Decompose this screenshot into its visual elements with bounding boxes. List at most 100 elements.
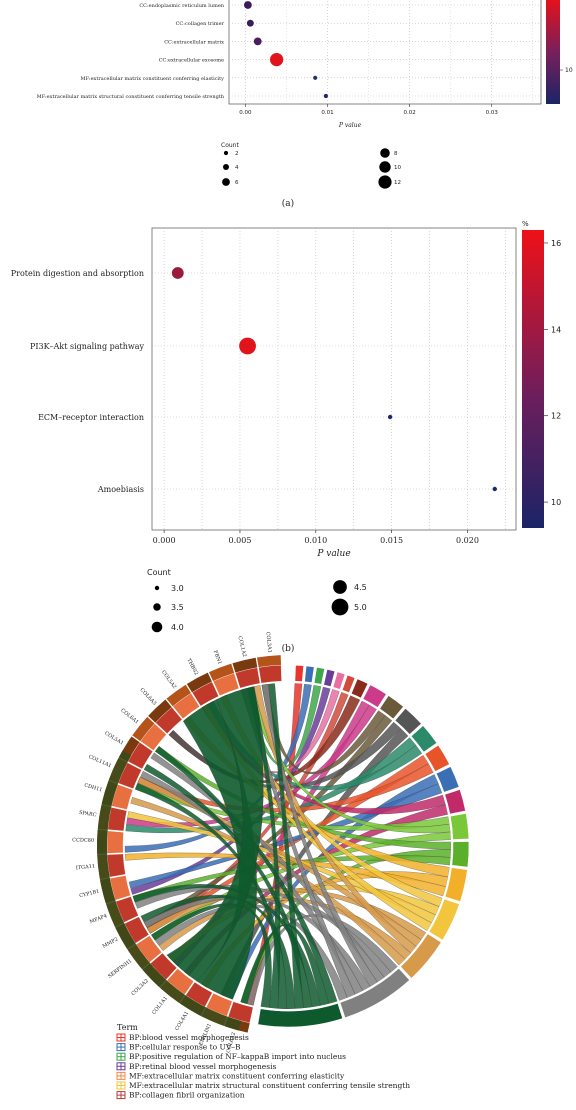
panel-a-x-tick-label: 0.03 (486, 110, 499, 116)
panel-a-x-tick-label: 0.00 (239, 110, 252, 116)
gene-label: COL5A2 (160, 669, 177, 690)
gene-ring-segment (135, 935, 163, 963)
term-legend-label: BP:positive regulation of NF–kappaB impo… (129, 1052, 346, 1061)
panel-b-plot-area (151, 227, 517, 531)
panel-b-colorbar-ticks: 16 14 12 10 (544, 239, 561, 507)
panel-a-point (253, 37, 262, 46)
panel-b-legend-dot (331, 598, 349, 616)
panel-b-category-label: ECM–receptor interaction (38, 413, 144, 422)
panel-a-legend-label: 8 (394, 151, 398, 157)
panel-a-category-label: CC:extracellular matrix (164, 39, 224, 45)
gene-ring-segment (111, 784, 134, 810)
panel-b-x-tick-label: 0.010 (304, 536, 327, 545)
panel-a-colorbar (546, 0, 560, 104)
gene-ring-segment (106, 853, 126, 878)
panel-b-category-label: Amoebiasis (97, 485, 144, 494)
gene-label: CYP1B1 (79, 889, 100, 900)
gene-ring-outer (208, 663, 235, 682)
gene-ring-outer (148, 699, 172, 723)
gene-label: COL5A1 (103, 730, 124, 746)
panel-a-point (243, 1, 252, 9)
gene-ring-outer (166, 684, 192, 707)
panel-b-colorbar-tick-label: 16 (551, 239, 561, 248)
gene-label: COL6A1 (119, 708, 139, 726)
panel-a-plot-area (228, 0, 542, 105)
term-legend-label: BP:retinal blood vessel morphogenesis (129, 1062, 276, 1071)
gene-label: CDH11 (83, 782, 103, 793)
gene-ring-segment (166, 968, 195, 995)
gene-ring-segment (115, 896, 139, 923)
gene-label: FBN1 (212, 650, 223, 666)
panel-a-legend-dot (223, 164, 229, 170)
panel-b-colorbar-tick-label: 10 (551, 498, 561, 507)
panel-a-legend-title: Count (221, 142, 239, 149)
panel-a-x-axis-label: P value (338, 122, 362, 129)
gene-label: MMP2 (102, 936, 120, 949)
gene-label: COL1A1 (151, 996, 169, 1016)
panel-a-legend-dot (223, 150, 229, 156)
panel-a-size-legend: 2 4 6 8 10 12 (222, 148, 401, 189)
term-legend-label: BP:cellular response to UV–B (129, 1043, 241, 1052)
chord-ribbons (124, 683, 452, 1010)
gene-ring-band (97, 750, 242, 1031)
panel-a-point (313, 75, 318, 80)
gene-ring-outer (132, 716, 155, 742)
gene-label: COL3A1 (264, 631, 272, 653)
panel-b-points (171, 267, 497, 492)
panel-b-legend-dot (153, 603, 161, 611)
gene-ring-segment (227, 1001, 254, 1024)
panel-b-x-axis-label: P value (316, 549, 350, 559)
chord-ribbon (261, 684, 378, 987)
panel-b-point (239, 337, 256, 355)
term-ring-segment (323, 668, 336, 688)
term-ring-segment (313, 666, 325, 685)
gene-label: SERPINH1 (107, 958, 133, 980)
panel-b-legend-label: 3.0 (171, 584, 184, 593)
gene-label: COL4A1 (174, 1010, 190, 1031)
gene-label: THBS2 (185, 658, 199, 677)
panel-a-legend-dot (222, 178, 230, 186)
gene-ring-segment (172, 692, 200, 720)
gene-ring-segment (150, 952, 178, 980)
gene-label: CCDC80 (72, 837, 94, 843)
panel-b-colorbar-tick-label: 14 (551, 325, 561, 334)
chord-ribbon (130, 797, 406, 966)
gene-label: ITGA11 (76, 863, 96, 871)
panel-a-legend-label: 2 (235, 151, 239, 157)
chord-ribbon (268, 683, 304, 1009)
panel-b-legend-label: 4.5 (354, 583, 367, 592)
gene-ring-segment (205, 992, 233, 1017)
panel-a-x-tick-label: 0.02 (404, 110, 416, 116)
panel-b-colorbar-title: % (522, 220, 529, 228)
panel-a-legend-dot (380, 148, 390, 158)
gene-label: COL3A2 (131, 978, 150, 997)
panel-b-colorbar (522, 230, 544, 528)
gene-ring-outer (232, 657, 258, 673)
panel-a-legend-dot (378, 175, 392, 189)
gene-ring-segment (127, 741, 154, 770)
gene-label: COL1A2 (236, 636, 247, 658)
gene-ring-segment (212, 672, 240, 697)
gene-ring-segment (258, 664, 282, 684)
gene-label: SPARC (79, 810, 97, 819)
gene-ring-segment (106, 830, 124, 854)
panel-a-points (243, 1, 328, 99)
gene-ring-segment (107, 807, 128, 832)
gene-ring-segment (117, 762, 142, 790)
gene-label: COL6A2 (226, 1032, 238, 1054)
gene-ring-outer (186, 672, 212, 693)
panel-b-x-ticks: 0.000 0.005 0.010 0.015 0.020 (153, 530, 479, 545)
panel-b-point (171, 267, 184, 279)
panel-b: Protein digestion and absorption PI3K–Akt… (11, 220, 561, 654)
panel-b-size-legend: 3.0 3.5 4.0 4.5 5.0 (151, 580, 367, 633)
panel-a-caption: (a) (282, 198, 294, 209)
panel-a-x-ticks: 0.00 0.01 0.02 0.03 (239, 104, 498, 116)
panel-a-legend-label: 10 (394, 165, 401, 171)
panel-b-legend-label: 5.0 (354, 603, 367, 612)
panel-a-legend-label: 6 (235, 180, 239, 186)
panel-b-legend-label: 3.5 (171, 603, 184, 612)
term-ring-segment (304, 665, 315, 684)
gene-ring-segment (191, 681, 219, 707)
panel-a: CC:endoplasmic reticulum lumen CC:collage… (37, 0, 573, 209)
panel-a-point (270, 53, 284, 67)
